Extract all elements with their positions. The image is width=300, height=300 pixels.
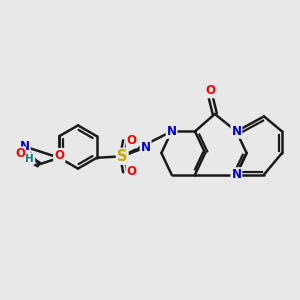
Text: O: O: [54, 149, 64, 162]
Text: O: O: [15, 148, 25, 160]
Text: O: O: [15, 148, 25, 160]
Text: O: O: [127, 134, 137, 147]
Text: N: N: [20, 140, 30, 154]
Text: N: N: [141, 141, 151, 154]
Text: S: S: [117, 149, 127, 163]
Text: O: O: [54, 149, 64, 162]
Text: H: H: [25, 154, 33, 164]
Text: S: S: [117, 149, 128, 164]
Text: N: N: [231, 125, 242, 138]
Text: O: O: [127, 165, 137, 178]
Text: N: N: [20, 140, 30, 154]
Text: N: N: [231, 168, 242, 181]
Text: O: O: [127, 134, 137, 147]
Text: O: O: [205, 84, 215, 98]
Text: O: O: [127, 165, 137, 178]
Text: H: H: [26, 153, 34, 164]
Text: N: N: [167, 125, 177, 138]
